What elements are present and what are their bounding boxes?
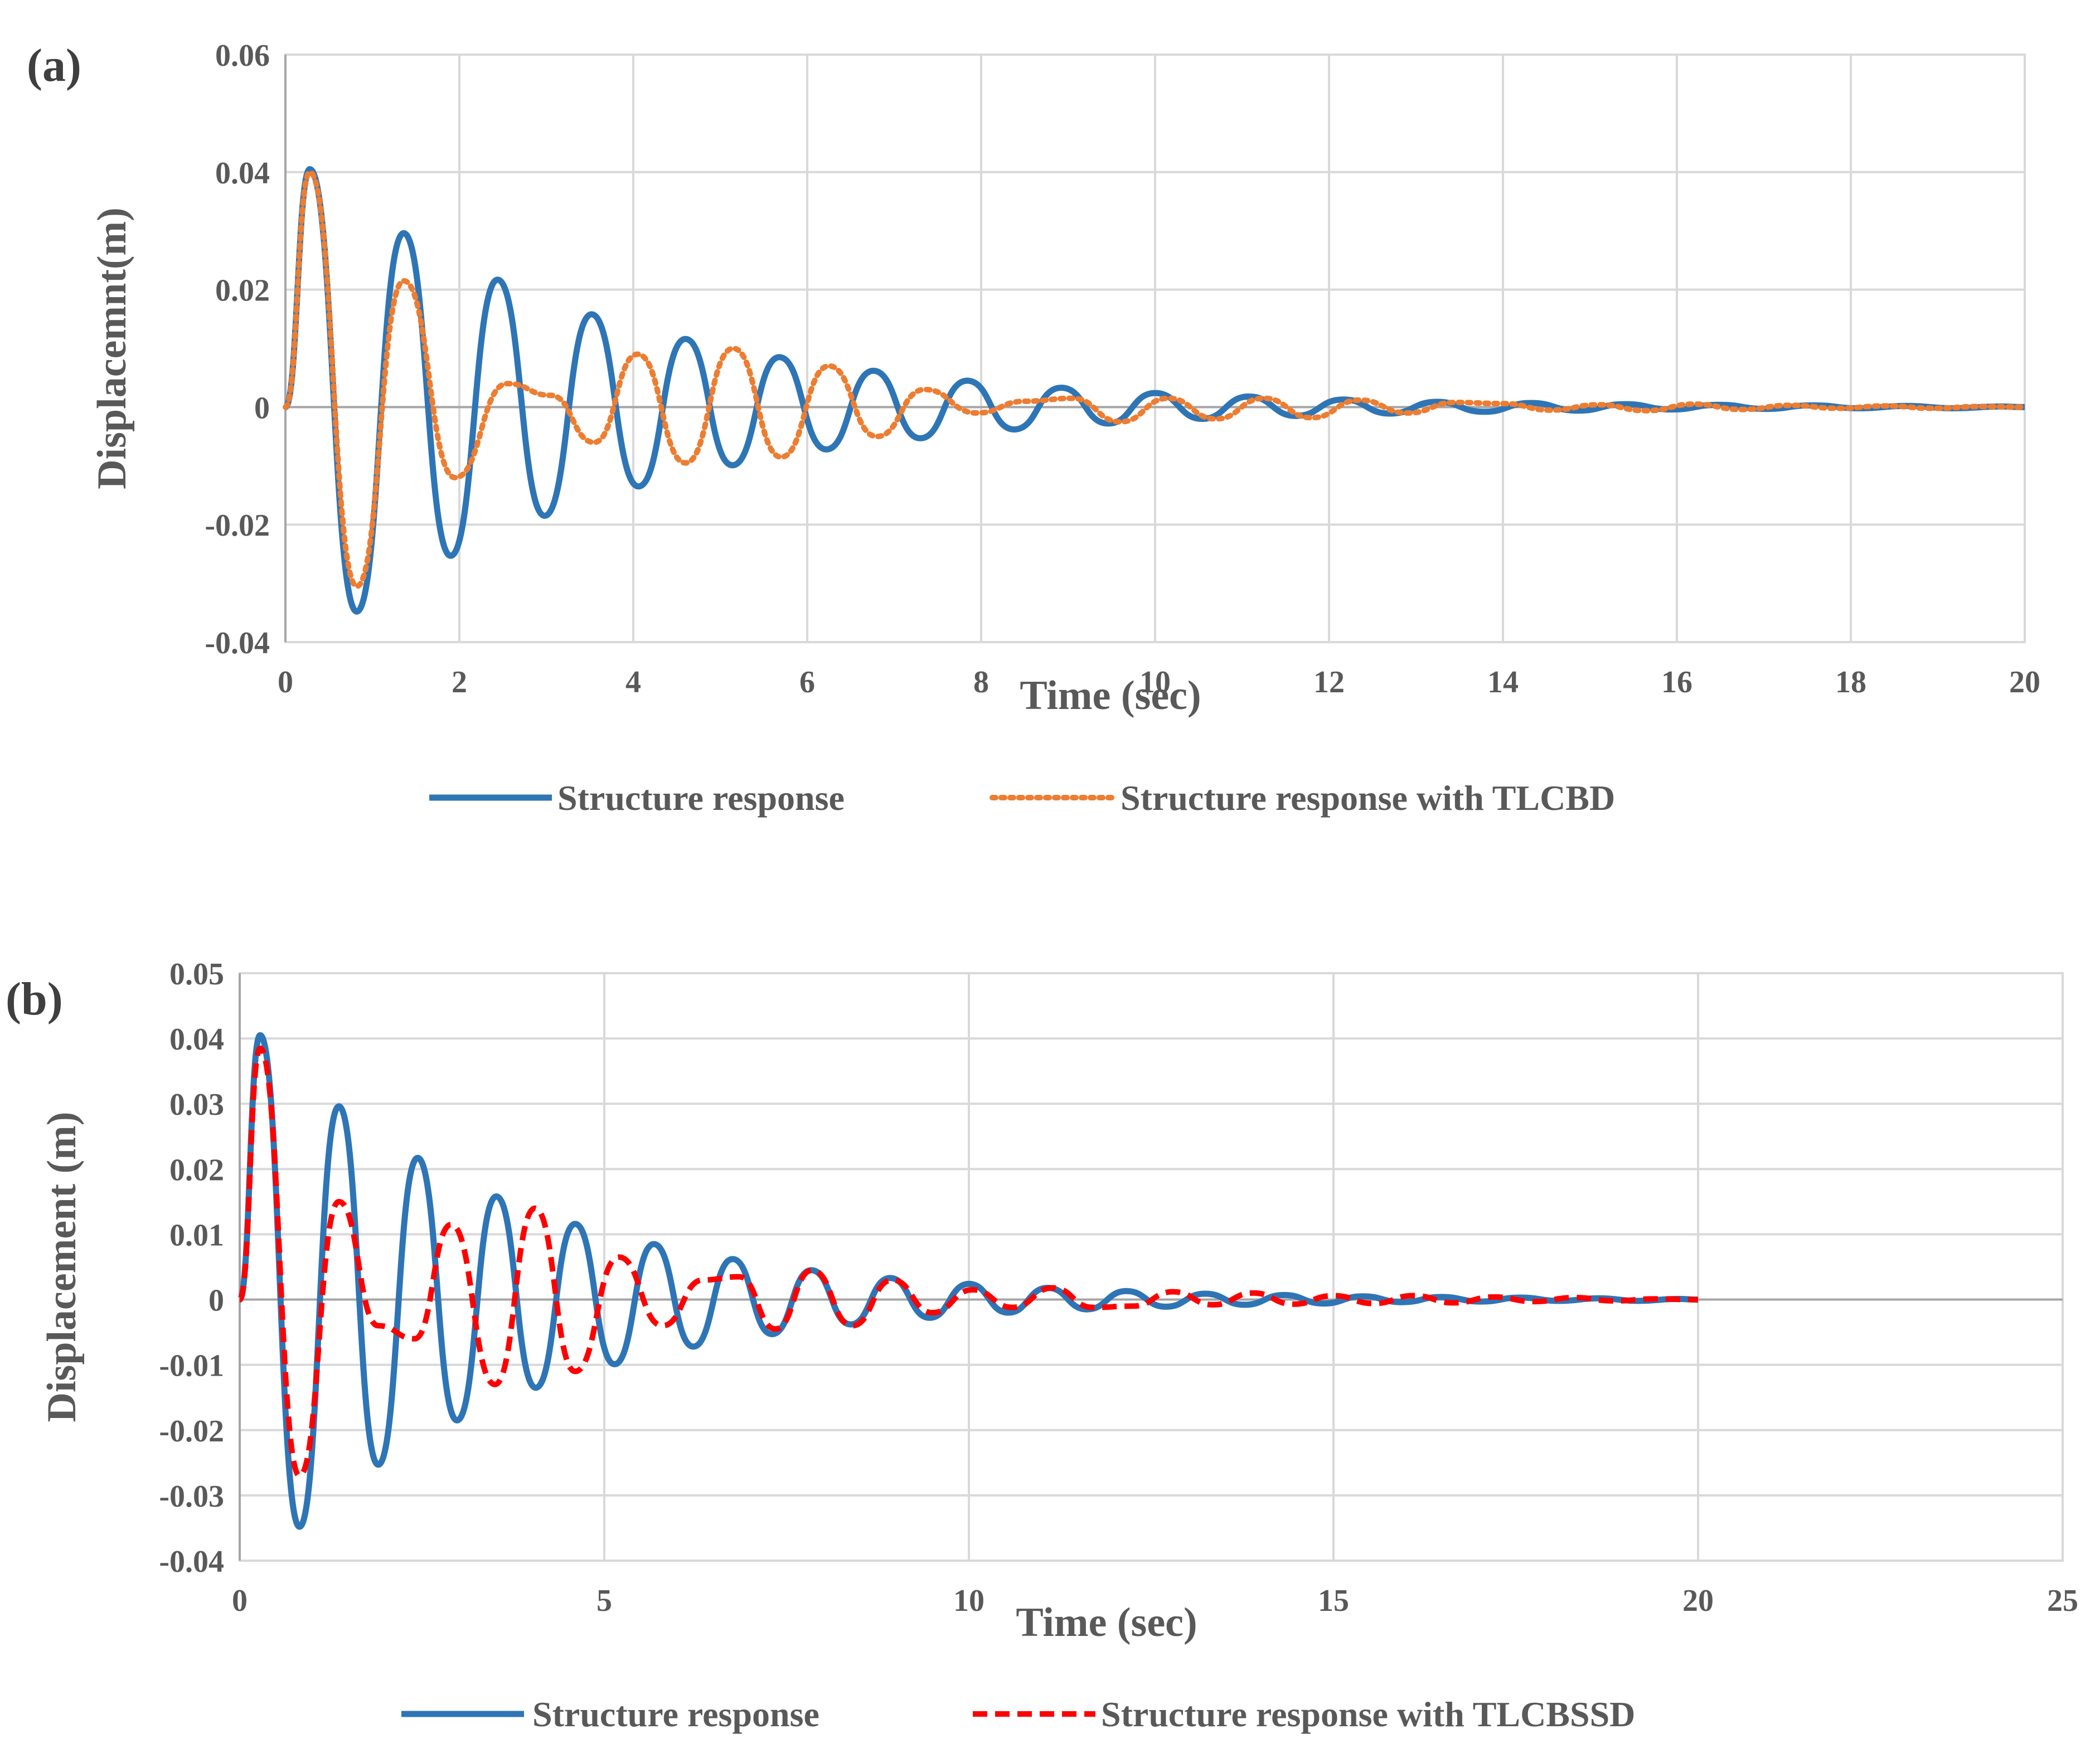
chart-a-panel-label: (a) (27, 40, 81, 91)
chart-a-x-tick-label: 14 (1487, 665, 1519, 700)
chart-a-x-tick-label: 6 (799, 665, 815, 700)
chart-a-y-tick-label: 0.02 (215, 274, 270, 308)
chart-b-x-tick-label: 25 (2047, 1584, 2078, 1618)
chart-b-y-tick-label: -0.02 (159, 1414, 224, 1449)
chart-a-x-tick-label: 4 (625, 665, 641, 700)
chart-a-y-tick-label: 0.04 (215, 156, 270, 191)
chart-a-x-tick-label: 16 (1661, 665, 1692, 700)
chart-a: (a) 0 2 4 6 8 10 12 14 16 18 20 -0.04 -0.02 0 0.02 0.04… (27, 38, 2040, 818)
chart-b-x-tick-label: 10 (953, 1584, 984, 1618)
chart-b-y-tick-label: -0.03 (159, 1479, 224, 1514)
chart-b-legend-label-1: Structure response (532, 1694, 819, 1734)
chart-b-y-axis-label: Displacement (m) (39, 1112, 85, 1422)
chart-b-y-tick-label: -0.04 (159, 1545, 224, 1579)
chart-a-series-1-line (282, 166, 2025, 615)
chart-a-x-tick-label: 8 (973, 665, 989, 700)
chart-b-y-tick-label: 0.01 (169, 1218, 224, 1252)
chart-b-series-2-line (237, 1045, 1699, 1479)
chart-a-y-tick-label: 0.06 (215, 38, 270, 73)
chart-a-y-tick-label: -0.04 (205, 626, 270, 661)
chart-b-series-1-line (236, 1032, 1699, 1530)
chart-a-x-tick-label: 10 (1139, 665, 1171, 700)
chart-a-x-tick-label: 12 (1313, 665, 1345, 700)
chart-a-legend-label-2: Structure response with TLCBD (1121, 778, 1615, 818)
chart-b-y-tick-label: 0.05 (169, 957, 224, 992)
chart-a-y-tick-label: -0.02 (205, 508, 270, 543)
chart-a-legend-label-1: Structure response (557, 778, 845, 818)
chart-b-y-tick-label: -0.01 (159, 1349, 224, 1383)
chart-b-x-tick-label: 15 (1318, 1584, 1349, 1618)
chart-a-y-tick-label: 0 (254, 391, 270, 425)
chart-b-x-axis-label: Time (sec) (1016, 1600, 1197, 1645)
chart-a-x-tick-label: 2 (452, 665, 467, 700)
chart-b-y-tick-label: 0.04 (169, 1022, 224, 1057)
chart-b-x-tick-label: 0 (232, 1584, 248, 1618)
chart-b-y-tick-label: 0.03 (169, 1087, 224, 1122)
chart-b-x-tick-label: 5 (596, 1584, 612, 1618)
chart-b-y-tick-label: 0.02 (169, 1153, 224, 1187)
chart-b: (b) 0 5 10 15 20 25 -0.04 -0.03 -0.02 -0.01 0 0.01 0… (6, 957, 2078, 1734)
chart-a-x-tick-label: 20 (2009, 665, 2040, 700)
chart-a-x-tick-label: 0 (278, 665, 293, 700)
chart-b-legend-label-2: Structure response with TLCBSSD (1101, 1694, 1635, 1734)
chart-b-panel-label: (b) (6, 973, 63, 1025)
chart-a-y-axis-label: Displacemnt(m) (89, 207, 135, 489)
chart-b-x-tick-label: 20 (1682, 1584, 1714, 1618)
chart-a-x-tick-label: 18 (1835, 665, 1866, 700)
chart-b-y-tick-label: 0 (208, 1284, 224, 1318)
chart-a-series-2-line (283, 169, 2028, 589)
chart-a-x-axis-label: Time (sec) (1020, 673, 1201, 718)
